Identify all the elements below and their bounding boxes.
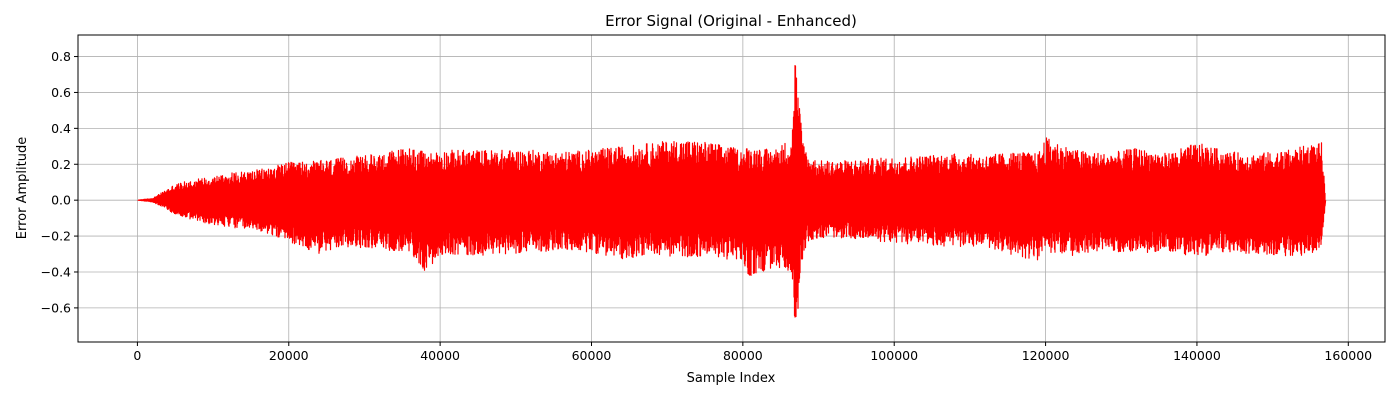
x-tick-label: 0 bbox=[133, 348, 141, 363]
y-tick-label: −0.2 bbox=[41, 229, 71, 244]
x-ticks: 0 20000 40000 60000 80000 100000 120000 140000 1… bbox=[133, 342, 1372, 363]
error-signal-line bbox=[137, 65, 1327, 318]
x-tick-label: 80000 bbox=[723, 348, 763, 363]
x-tick-label: 140000 bbox=[1173, 348, 1221, 363]
x-tick-label: 60000 bbox=[572, 348, 612, 363]
x-tick-label: 20000 bbox=[269, 348, 309, 363]
y-tick-label: 0.8 bbox=[51, 49, 71, 64]
y-tick-label: 0.4 bbox=[51, 121, 71, 136]
chart-title: Error Signal (Original - Enhanced) bbox=[605, 12, 857, 30]
y-tick-label: 0.6 bbox=[51, 85, 71, 100]
y-tick-label: −0.4 bbox=[41, 264, 71, 279]
y-tick-label: −0.6 bbox=[41, 300, 71, 315]
x-tick-label: 40000 bbox=[420, 348, 460, 363]
y-tick-label: 0.0 bbox=[51, 193, 71, 208]
plot-frame bbox=[77, 34, 1386, 343]
y-ticks: −0.6 −0.4 −0.2 0.0 0.2 0.4 0.6 0.8 bbox=[41, 49, 78, 315]
x-tick-label: 160000 bbox=[1324, 348, 1372, 363]
x-tick-label: 100000 bbox=[870, 348, 918, 363]
y-tick-label: 0.2 bbox=[51, 157, 71, 172]
plot-area bbox=[137, 65, 1327, 318]
y-axis-label: Error Amplitude bbox=[15, 137, 30, 239]
x-axis-label: Sample Index bbox=[687, 371, 776, 386]
x-tick-label: 120000 bbox=[1022, 348, 1070, 363]
